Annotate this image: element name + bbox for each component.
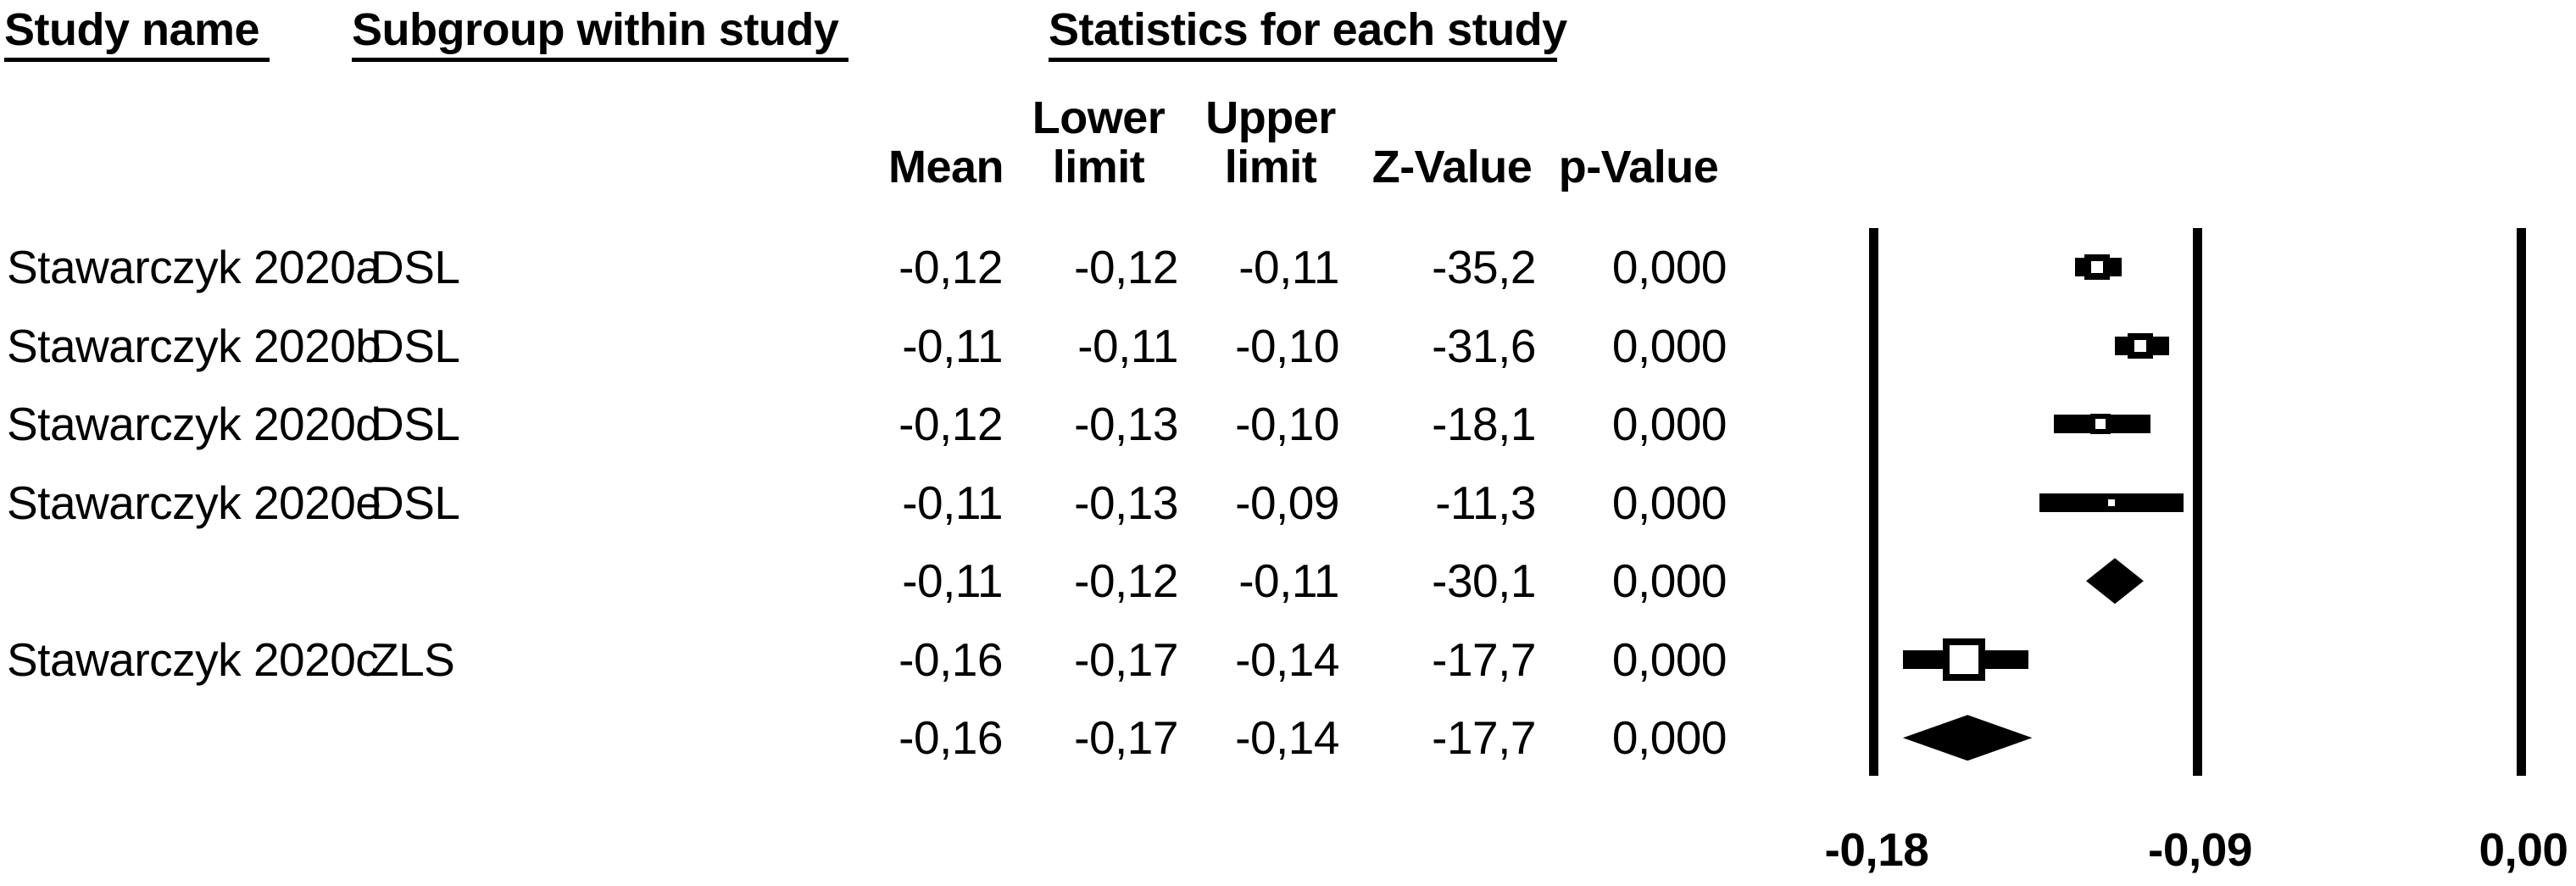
table-row: Stawarczyk 2020c ZLS -0,16 -0,17 -0,14 -17,7 0… (0, 621, 1780, 699)
p-value-cell: 0,000 (1611, 241, 1728, 293)
axis-tick-label: 0,00 (2479, 823, 2568, 876)
axis-tick-label: -0,18 (1824, 823, 1929, 876)
study-name-cell: Stawarczyk 2020c (7, 632, 379, 686)
z-value-cell: -17,7 (1432, 711, 1536, 764)
lower-limit-column-header: Lower limit (1032, 92, 1166, 192)
upper-limit-cell: -0,09 (1235, 476, 1339, 529)
table-row: -0,11 -0,12 -0,11 -30,1 0,000 (0, 542, 1780, 621)
z-value-cell: -17,7 (1432, 632, 1536, 686)
z-value-cell: -30,1 (1432, 554, 1536, 607)
z-value-column-header: Z-Value (1371, 142, 1533, 192)
subgroup-cell: DSL (370, 398, 460, 450)
study-name-cell: Stawarczyk 2020b (7, 319, 381, 372)
z-value-cell: -31,6 (1432, 319, 1536, 372)
statistics-table: Stawarczyk 2020a DSL -0,12 -0,12 -0,11 -35,2 0… (0, 228, 1780, 777)
forest-marker-square-center (2095, 419, 2106, 430)
subgroup-cell: DSL (370, 241, 460, 293)
p-value-cell: 0,000 (1611, 398, 1728, 450)
mean-cell: -0,16 (899, 632, 1003, 686)
p-value-cell: 0,000 (1611, 632, 1728, 686)
upper-limit-column-header: Upper limit (1205, 92, 1336, 192)
table-row: Stawarczyk 2020b DSL -0,11 -0,11 -0,10 -31,6 0… (0, 307, 1780, 386)
lower-limit-cell: -0,13 (1074, 398, 1178, 450)
lower-limit-cell: -0,11 (1077, 319, 1178, 372)
z-value-cell: -35,2 (1432, 241, 1536, 293)
summary-diamond (2086, 558, 2144, 605)
lower-limit-cell: -0,12 (1074, 241, 1178, 293)
mean-cell: -0,11 (902, 554, 1003, 607)
p-value-cell: 0,000 (1611, 319, 1728, 372)
table-row: Stawarczyk 2020d DSL -0,12 -0,13 -0,10 -18,1 0… (0, 385, 1780, 464)
forest-marker-square-center (2090, 261, 2103, 274)
z-value-cell: -11,3 (1435, 476, 1536, 529)
lower-limit-cell: -0,17 (1074, 711, 1178, 764)
summary-diamond (1902, 715, 2033, 761)
z-value-cell: -18,1 (1432, 398, 1536, 450)
table-row: Stawarczyk 2020e DSL -0,11 -0,13 -0,09 -11,3 0… (0, 464, 1780, 543)
axis-line (1869, 228, 1879, 776)
forest-marker-square-center (1949, 644, 1978, 674)
p-value-column-header: p-Value (1558, 142, 1719, 192)
p-value-cell: 0,000 (1611, 554, 1728, 607)
axis-tick-label: -0,09 (2148, 823, 2252, 876)
mean-cell: -0,11 (902, 319, 1003, 372)
mean-cell: -0,11 (902, 476, 1003, 529)
axis-line (2192, 228, 2202, 776)
mean-column-header: Mean (887, 142, 1004, 192)
study-name-cell: Stawarczyk 2020d (7, 398, 381, 450)
table-row: -0,16 -0,17 -0,14 -17,7 0,000 (0, 699, 1780, 777)
p-value-cell: 0,000 (1611, 711, 1728, 764)
study-name-cell: Stawarczyk 2020e (7, 476, 381, 529)
upper-limit-cell: -0,14 (1235, 711, 1339, 764)
subgroup-cell: DSL (370, 476, 460, 529)
statistics-header: Statistics for each study (1049, 7, 1567, 62)
forest-marker-square-center (2107, 499, 2115, 506)
mean-cell: -0,12 (899, 398, 1003, 450)
table-row: Stawarczyk 2020a DSL -0,12 -0,12 -0,11 -35,2 0… (0, 228, 1780, 307)
upper-limit-cell: -0,14 (1235, 632, 1339, 686)
upper-limit-cell: -0,11 (1238, 554, 1339, 607)
upper-limit-cell: -0,10 (1235, 398, 1339, 450)
subgroup-cell: ZLS (370, 632, 455, 686)
mean-cell: -0,16 (899, 711, 1003, 764)
lower-limit-cell: -0,17 (1074, 632, 1178, 686)
upper-limit-cell: -0,11 (1238, 241, 1339, 293)
study-name-cell: Stawarczyk 2020a (7, 241, 381, 293)
study-name-header: Study name (4, 7, 270, 62)
subgroup-cell: DSL (370, 319, 460, 372)
axis-line (2516, 228, 2526, 776)
subgroup-header: Subgroup within study (352, 7, 849, 62)
forest-marker-square-center (2134, 339, 2146, 352)
p-value-cell: 0,000 (1611, 476, 1728, 529)
upper-limit-cell: -0,10 (1235, 319, 1339, 372)
lower-limit-cell: -0,13 (1074, 476, 1178, 529)
mean-cell: -0,12 (899, 241, 1003, 293)
lower-limit-cell: -0,12 (1074, 554, 1178, 607)
